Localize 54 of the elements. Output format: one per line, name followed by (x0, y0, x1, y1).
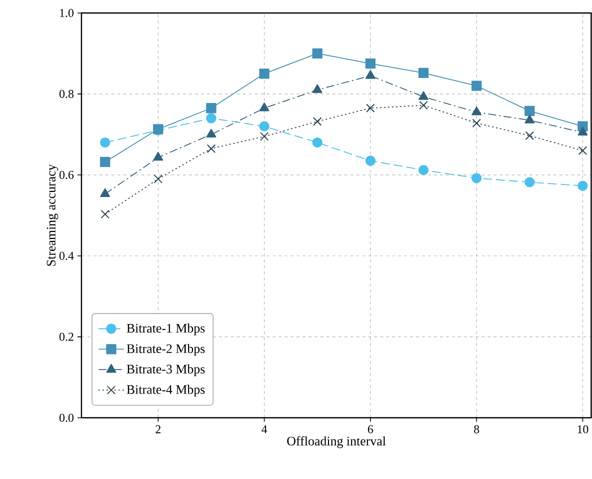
point (312, 138, 322, 148)
point (472, 106, 482, 116)
point (100, 210, 110, 219)
point (418, 91, 428, 100)
point (365, 156, 376, 166)
point (153, 152, 164, 161)
legend-label: Bitrate-1 Mbps (126, 324, 205, 336)
point (259, 121, 270, 132)
point (578, 146, 588, 156)
point (154, 174, 163, 184)
y-tick-label: 0.8 (59, 90, 74, 98)
point (312, 84, 322, 94)
legend-label: Bitrate-2 Mbps (126, 344, 205, 356)
point (471, 173, 482, 184)
point (365, 70, 376, 79)
y-tick-label: 1.0 (60, 9, 74, 18)
point (471, 80, 482, 92)
point (206, 113, 216, 124)
point (259, 68, 270, 79)
y-tick-label: 0.2 (59, 332, 74, 342)
point (524, 114, 535, 124)
y-tick-label: 0.6 (59, 170, 74, 180)
point (525, 131, 534, 140)
y-tick-label: 0.4 (59, 252, 74, 260)
point (259, 102, 270, 112)
legend-label: Bitrate-3 Mbps (126, 364, 205, 376)
legend-label: Bitrate-4 Mbps (126, 384, 205, 397)
x-tick-label: 6 (368, 425, 374, 434)
x-tick-label: 2 (156, 425, 160, 434)
point (418, 165, 429, 176)
point (472, 118, 481, 128)
point (365, 58, 376, 69)
y-tick-label: 0.0 (59, 414, 74, 422)
y-axis-title: Streaming accuracy (46, 164, 58, 266)
point (312, 48, 322, 59)
x-tick-label: 4 (262, 425, 268, 434)
point (524, 106, 535, 116)
point (312, 117, 322, 126)
point (524, 177, 535, 188)
point (206, 103, 216, 114)
x-tick-label: 10 (578, 425, 588, 434)
x-axis-title: Offloading interval (287, 436, 386, 448)
point (206, 144, 216, 154)
point (100, 156, 110, 168)
point (366, 104, 375, 113)
point (578, 180, 588, 192)
point (206, 128, 216, 138)
point (260, 132, 269, 141)
point (418, 68, 429, 78)
point (100, 138, 110, 148)
x-tick-label: 8 (474, 425, 480, 434)
point (100, 188, 110, 198)
point (578, 126, 588, 136)
point (419, 101, 428, 110)
